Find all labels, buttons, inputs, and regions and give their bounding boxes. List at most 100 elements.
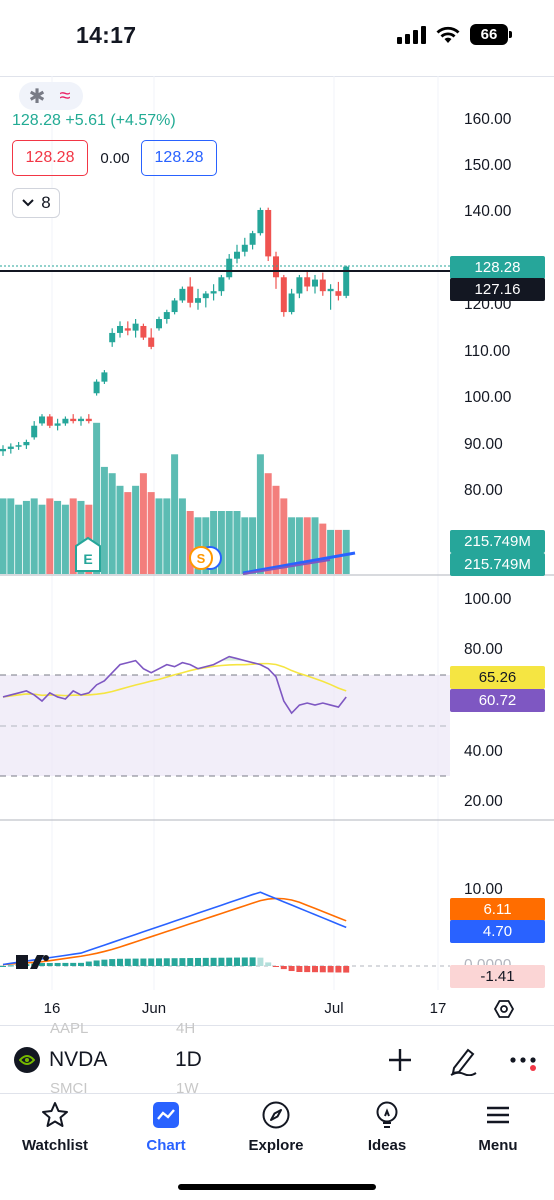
nav-explore[interactable]: Explore: [226, 1100, 326, 1154]
candle-body: [62, 418, 69, 424]
indicators-collapse-button[interactable]: 8: [12, 188, 60, 218]
rsi-ma-line: [2, 662, 347, 698]
volume-bar: [108, 473, 116, 574]
rsi-axis-label: 20.00: [464, 793, 503, 810]
macd-histogram-bar: [195, 957, 201, 966]
candle-body: [85, 418, 92, 422]
macd-line: [2, 891, 347, 966]
svg-text:E: E: [83, 551, 92, 567]
macd-histogram-bar: [46, 962, 53, 966]
nav-menu[interactable]: Menu: [448, 1100, 548, 1154]
macd-histogram-bar: [218, 957, 225, 966]
ghost-symbol: AAPL: [50, 1020, 89, 1037]
volume-bar: [93, 422, 101, 574]
volume-bar: [38, 504, 46, 574]
svg-text:S: S: [197, 551, 206, 566]
candle-body: [70, 418, 77, 422]
macd-histogram-bar: [0, 965, 6, 967]
rsi-tag: 60.72: [450, 689, 545, 712]
last-price-tag: 128.28: [450, 256, 545, 279]
volume-bar: [139, 473, 147, 574]
macd-histogram-bar: [62, 962, 69, 966]
candle-body: [296, 277, 303, 294]
toolbar-separator: [0, 1025, 554, 1026]
candles: [0, 207, 350, 456]
macd-histogram-bar: [187, 958, 194, 966]
macd-histogram-bar: [132, 958, 139, 966]
candle-body: [171, 300, 178, 313]
macd-histogram-bar: [140, 958, 147, 966]
macd-axis-label: 10.00: [464, 881, 503, 898]
volume-bar: [264, 473, 272, 574]
ghost-interval: 1W: [176, 1080, 199, 1097]
battery-icon: 66: [470, 24, 512, 45]
macd-histogram: [0, 957, 350, 973]
signal-icon: [397, 25, 426, 44]
macd-histogram-bar: [280, 966, 287, 970]
volume-bar: [210, 511, 218, 574]
candle-body: [273, 256, 279, 278]
macd-histogram-bar: [85, 961, 92, 966]
candle-body: [312, 279, 318, 287]
nav-watchlist[interactable]: Watchlist: [5, 1100, 105, 1154]
symbol-button[interactable]: NVDA: [49, 1048, 108, 1071]
macd-histogram-bar: [296, 966, 303, 973]
candle-body: [124, 328, 131, 331]
time-axis-label: 17: [429, 1000, 447, 1017]
candle-body: [54, 423, 61, 426]
nav-separator: [0, 1093, 554, 1094]
add-icon[interactable]: [384, 1044, 416, 1076]
macd-histogram-bar: [7, 965, 14, 967]
price-axis-label: 150.00: [464, 157, 512, 174]
nav-chart[interactable]: Chart: [116, 1100, 216, 1154]
split-event-icon[interactable]: S: [189, 546, 222, 570]
bid-button[interactable]: 128.28: [12, 140, 88, 176]
candle-body: [195, 298, 201, 303]
wave-icon[interactable]: ≈: [59, 84, 71, 107]
volume-bar: [288, 517, 296, 574]
candle-body: [327, 288, 334, 292]
macd-histogram-bar: [335, 966, 342, 973]
candle-body: [117, 325, 123, 333]
macd-histogram-bar: [101, 959, 108, 966]
interval-button[interactable]: 1D: [175, 1048, 202, 1071]
wifi-icon: [436, 26, 460, 43]
volume-ma-line-2: [242, 559, 331, 575]
ask-button[interactable]: 128.28: [141, 140, 217, 176]
hamburger-icon: [487, 1106, 509, 1124]
time-axis-label: Jun: [141, 1000, 167, 1017]
macd-histogram-bar: [202, 957, 209, 966]
candle-body: [31, 425, 38, 438]
nvidia-logo-icon: [14, 1047, 40, 1073]
rsi-axis-label: 100.00: [464, 591, 512, 608]
nav-ideas[interactable]: Ideas: [337, 1100, 437, 1154]
volume-bar: [54, 500, 62, 574]
candle-body: [23, 441, 30, 446]
time-axis-label: Jul: [324, 1000, 344, 1017]
more-options-icon[interactable]: [509, 1050, 537, 1072]
candle-body: [163, 312, 170, 320]
chart-icon: [153, 1102, 179, 1128]
volume-bar: [319, 523, 327, 574]
rsi-axis-label: 80.00: [464, 641, 503, 658]
price-axis-label: 110.00: [464, 343, 511, 360]
volume-bars: [0, 422, 350, 574]
settings-icon[interactable]: [493, 1000, 515, 1018]
legend-pills[interactable]: ✱ ≈: [19, 82, 83, 110]
candle-body: [109, 332, 116, 343]
macd-histogram-bar: [179, 958, 186, 966]
macd-histogram-bar: [343, 966, 350, 973]
macd-histogram-bar: [226, 957, 233, 966]
macd-histogram-bar: [257, 957, 264, 966]
volume-bar: [100, 466, 108, 574]
drawing-tool-icon[interactable]: [448, 1044, 478, 1076]
earnings-event-icon[interactable]: E: [75, 536, 101, 572]
candle-body: [0, 448, 6, 452]
macd-histogram-bar: [148, 958, 155, 966]
candle-body: [156, 319, 162, 329]
macd-signal-tag: 6.11: [450, 898, 545, 921]
macd-histogram-bar: [93, 960, 100, 966]
prev-close-tag: 127.16: [450, 278, 545, 301]
candle-body: [257, 209, 264, 234]
snowflake-icon[interactable]: ✱: [28, 85, 46, 108]
